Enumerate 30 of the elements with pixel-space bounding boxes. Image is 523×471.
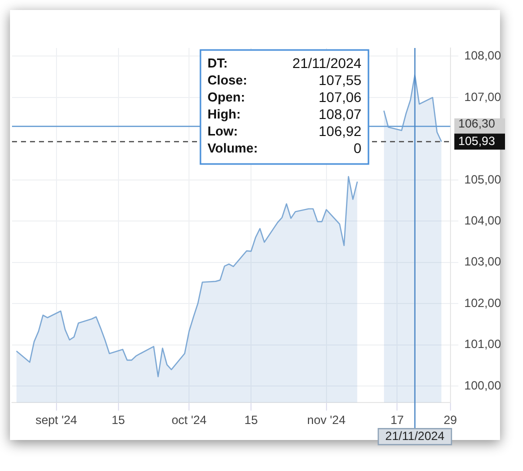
x-tick-label: 17 <box>390 413 404 428</box>
annotation: 106,92 <box>318 122 362 139</box>
ref-line-label: 105,93 <box>458 134 496 148</box>
ref-line-label: 21/11/2024 <box>385 428 445 443</box>
ref-line-label: 106,30 <box>458 116 496 131</box>
annotation: 108,07 <box>318 106 362 122</box>
annotation: 107,55 <box>318 72 362 88</box>
y-tick-label: 108,00 <box>464 48 502 63</box>
annotation: Volume: <box>207 140 258 156</box>
annotation: 107,06 <box>318 88 362 105</box>
annotation: Open: <box>207 90 246 105</box>
x-tick-label: oct '24 <box>172 413 207 428</box>
annotation: Close: <box>207 72 248 88</box>
y-tick-label: 105,00 <box>464 172 502 186</box>
annotation: 21/11/2024 <box>292 54 362 71</box>
x-tick-label: 15 <box>112 413 126 428</box>
y-tick-label: 101,00 <box>464 337 502 352</box>
y-tick-label: 102,00 <box>464 296 502 310</box>
annotation: 0 <box>354 140 362 156</box>
y-tick-label: 107,00 <box>464 90 502 104</box>
y-tick-label: 103,00 <box>464 254 502 269</box>
annotation: Low: <box>207 124 238 139</box>
y-tick-label: 100,00 <box>464 378 502 392</box>
x-tick-label: 15 <box>244 413 258 428</box>
annotation: High: <box>207 106 241 122</box>
annotation: DT: <box>207 56 228 71</box>
y-tick-label: 104,00 <box>464 213 502 228</box>
x-tick-label: nov '24 <box>307 413 346 428</box>
x-tick-label: sept '24 <box>35 413 78 428</box>
x-tick-label: 29 <box>444 413 458 428</box>
